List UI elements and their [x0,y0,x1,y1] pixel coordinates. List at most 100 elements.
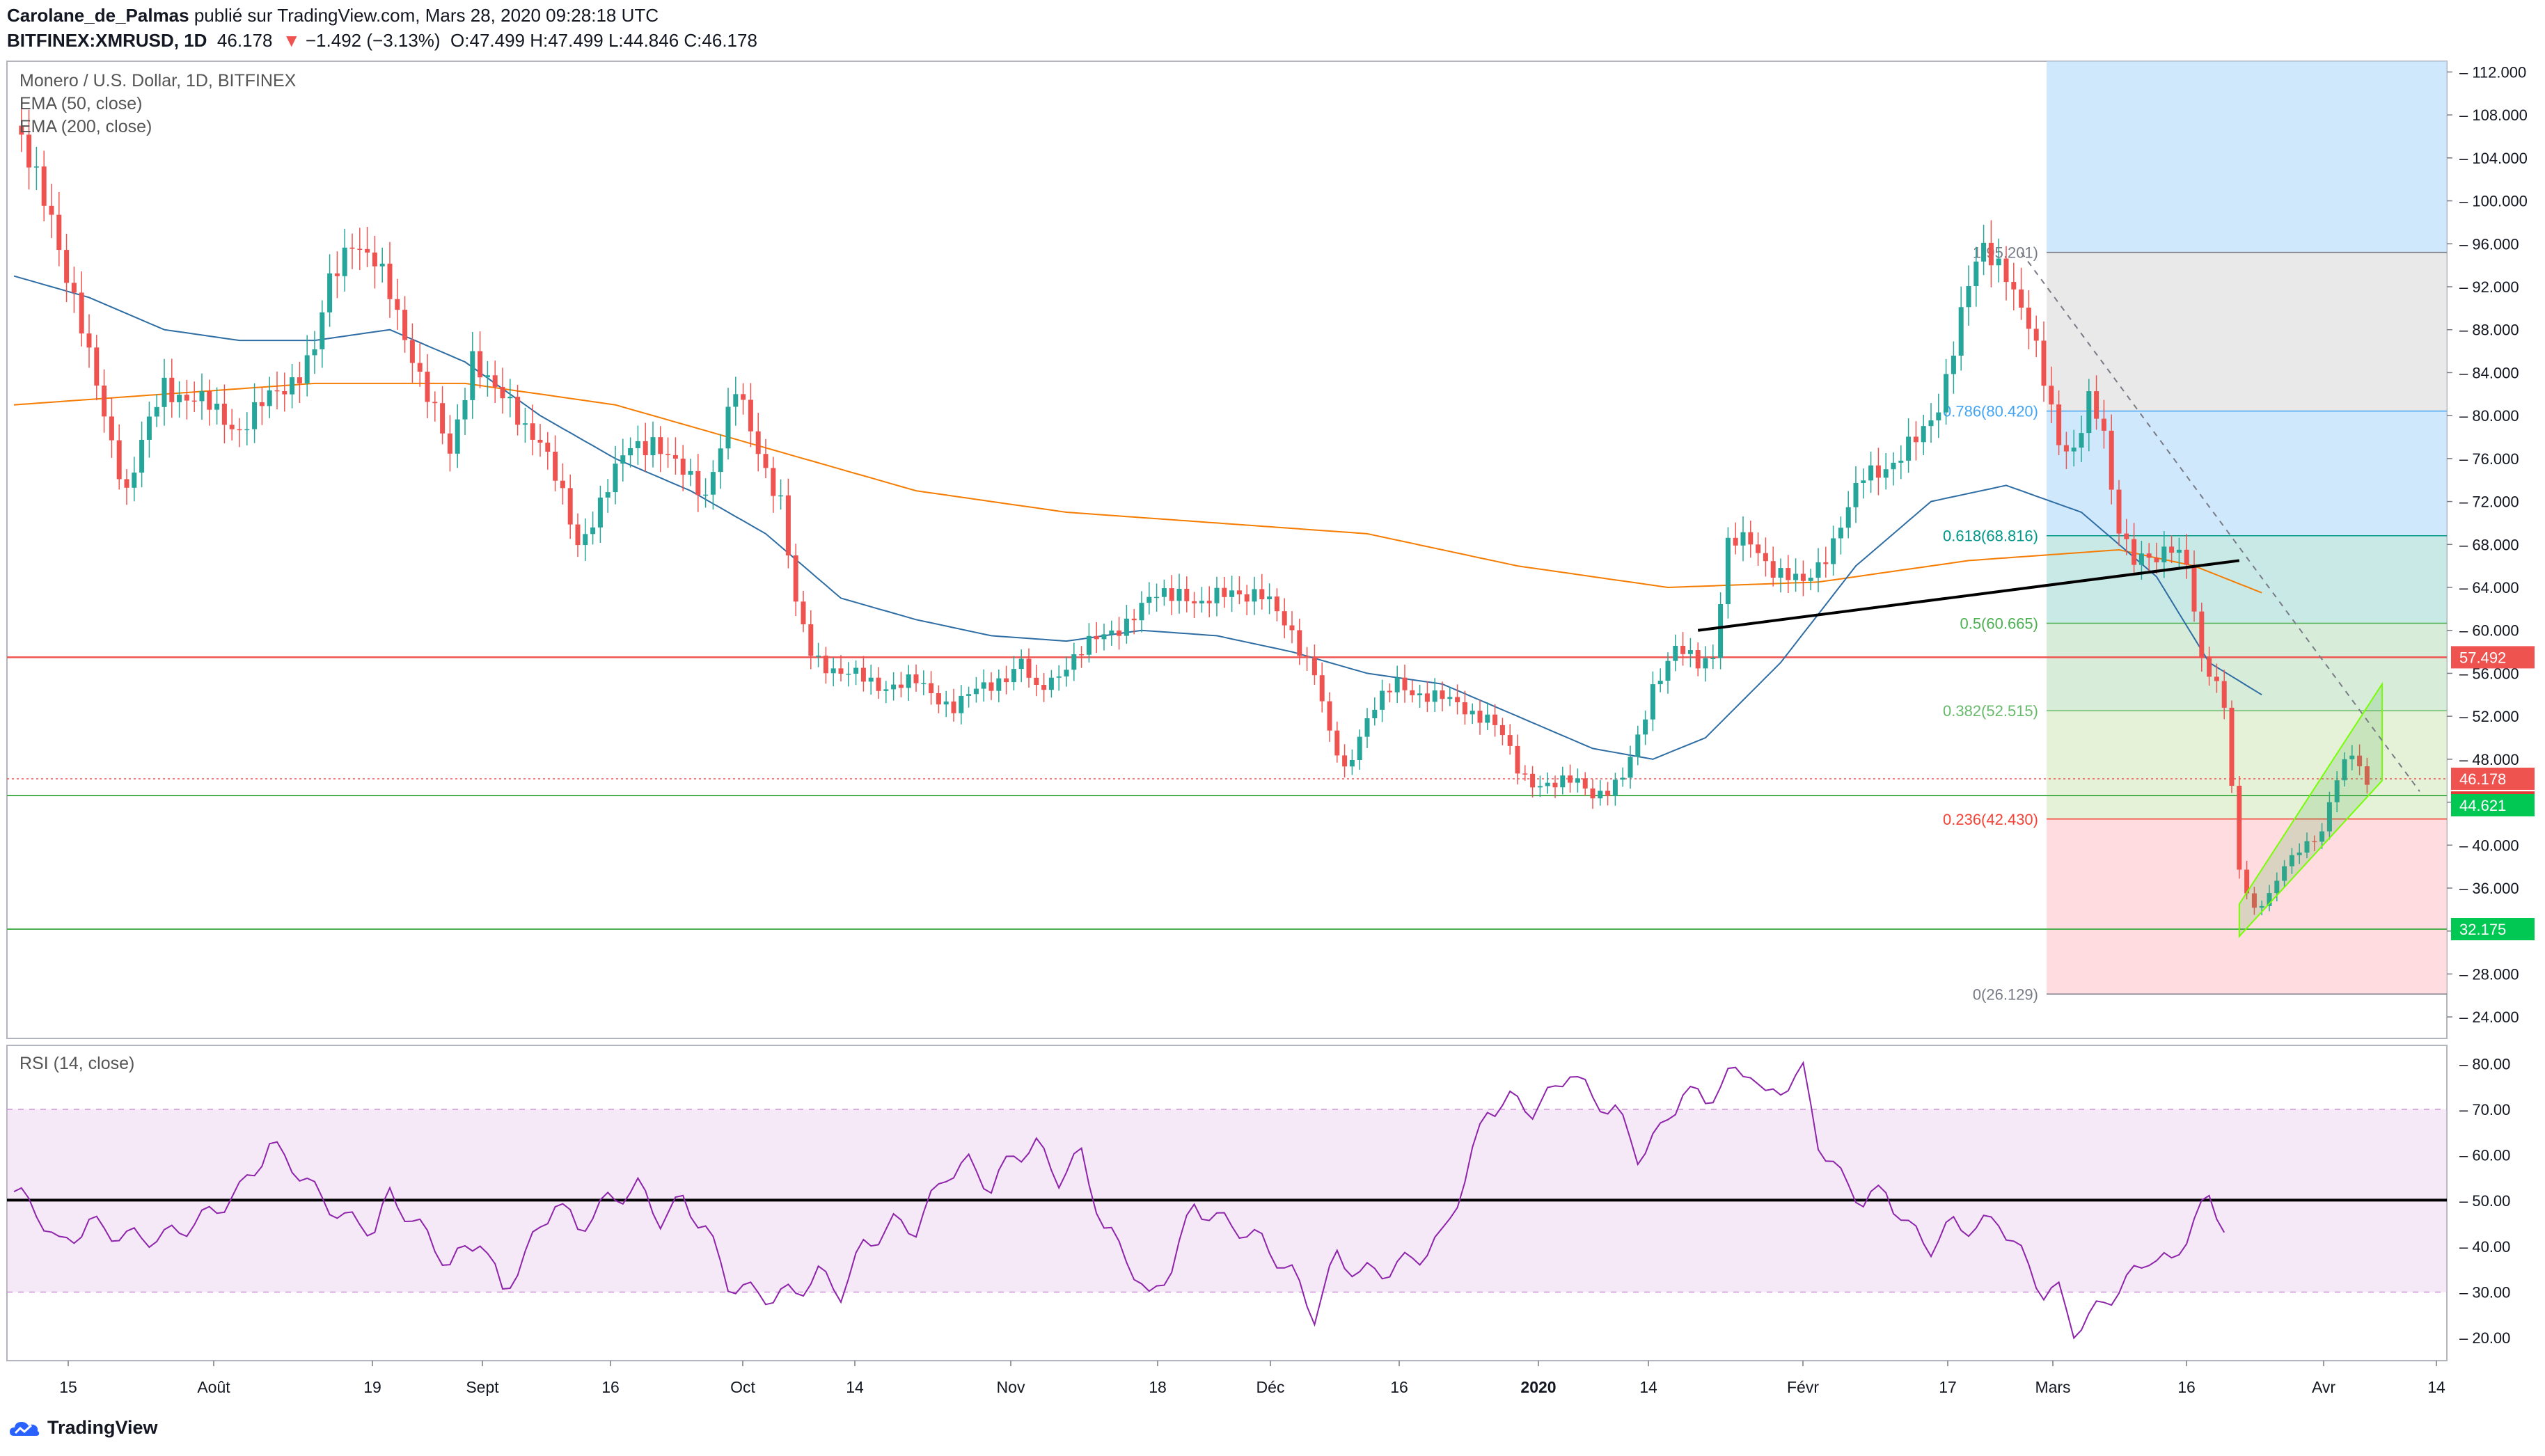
author-name[interactable]: Carolane_de_Palmas [7,5,189,26]
candle-body [1665,660,1671,681]
candle-body [1071,654,1077,670]
candle-body [1605,791,1611,796]
candle-body [1131,618,1137,621]
candle-body [1598,791,1603,799]
candle-body [1289,625,1295,631]
fib-level-label: 0.786(80.420) [1943,403,2038,420]
candle-body [1101,634,1107,640]
ema200-line [13,382,2262,594]
candle-body [898,684,904,688]
candle-body [1380,690,1385,710]
candle-body [703,494,709,496]
candle-body [1079,654,1085,656]
candle-body [1740,532,1746,546]
trendline [1697,559,2240,632]
candle-body [1921,426,1926,443]
candle-body [19,125,24,135]
candle-body [1838,528,1843,539]
candle-body [951,701,956,713]
candle-body [2342,759,2347,781]
ema200-legend[interactable]: EMA (200, close) [19,117,152,136]
candle-body [191,400,197,402]
support2-price-badge: 32.175 [2459,921,2506,938]
candle-body [906,674,911,688]
candle-body [2259,905,2264,908]
candle-body [823,656,828,674]
candle-body [1515,745,1520,774]
candle-body [545,442,551,452]
fib-level-label: 0.236(42.430) [1943,811,2038,828]
candle-body [169,377,175,402]
candle-body [973,688,979,695]
time-axis-label: 17 [1939,1378,1957,1396]
candle-body [1124,618,1129,636]
candle-body [161,377,167,407]
candle-body [537,439,543,443]
fib-zone [2047,623,2447,711]
candle-body [763,454,769,468]
resistance-price-badge: 57.492 [2459,649,2506,666]
candle-body [943,701,949,705]
candle-body [643,441,648,456]
candle-body [1898,460,1904,463]
candle-body [1891,462,1896,470]
candle-body [1643,719,1648,735]
candle-body [1815,562,1821,578]
candle-body [2349,755,2355,759]
candle-body [1410,690,1415,696]
tradingview-logo[interactable]: TradingView [8,1417,158,1439]
chart-title-legend[interactable]: Monero / U.S. Dollar, 1D, BITFINEX [19,71,297,90]
candle-body [304,355,310,383]
time-axis-label: 19 [363,1378,381,1396]
candle-body [1808,578,1813,581]
candle-body [274,390,280,392]
candle-body [1800,573,1806,581]
candle-body [2056,404,2062,445]
candle-body [785,495,791,556]
down-arrow-icon: ▼ [282,30,301,51]
candle-body [2161,546,2167,562]
candle-body [1311,657,1317,676]
candle-body [2237,786,2242,870]
candle-body [2071,448,2077,452]
candle-body [1236,590,1242,594]
candle-body [2086,391,2092,434]
price-tick-label: – 36.000 [2459,880,2519,897]
candle-body [2244,869,2250,894]
candle-body [102,385,107,417]
candle-body [2326,802,2332,832]
candle-body [1831,538,1836,564]
chart-header: Carolane_de_Palmas publié sur TradingVie… [7,3,2513,53]
symbol-line: BITFINEX:XMRUSD, 1D 46.178 ▼ −1.492 (−3.… [7,28,2513,53]
time-axis-label: Mars [2035,1378,2070,1396]
candle-body [830,668,836,674]
time-axis-label: Févr [1787,1378,1819,1396]
candle-body [1455,697,1460,703]
candle-body [936,693,941,705]
candle-body [1402,677,1408,690]
resistance-price-badge-bg [2451,646,2535,669]
candle-body [26,134,32,168]
candle-body [695,470,701,496]
candle-body [2357,755,2363,766]
ema50-legend[interactable]: EMA (50, close) [19,94,143,113]
candle-body [2191,564,2197,612]
candle-body [1184,589,1190,601]
candle-body [1206,601,1212,603]
time-axis-label: 15 [59,1378,77,1396]
candle-body [1064,670,1069,676]
candle-body [1913,436,1918,443]
candle-body [2079,433,2084,448]
candle-body [1733,537,1738,546]
fib-zone [2047,252,2447,411]
candle-body [733,394,739,407]
rsi-legend[interactable]: RSI (14, close) [19,1054,135,1073]
candle-body [688,470,693,475]
candle-body [379,263,385,267]
candle-body [79,292,84,334]
candle-body [455,419,460,454]
support1-price-badge: 44.621 [2459,797,2506,814]
candle-body [184,395,189,401]
candle-body [2214,676,2219,681]
